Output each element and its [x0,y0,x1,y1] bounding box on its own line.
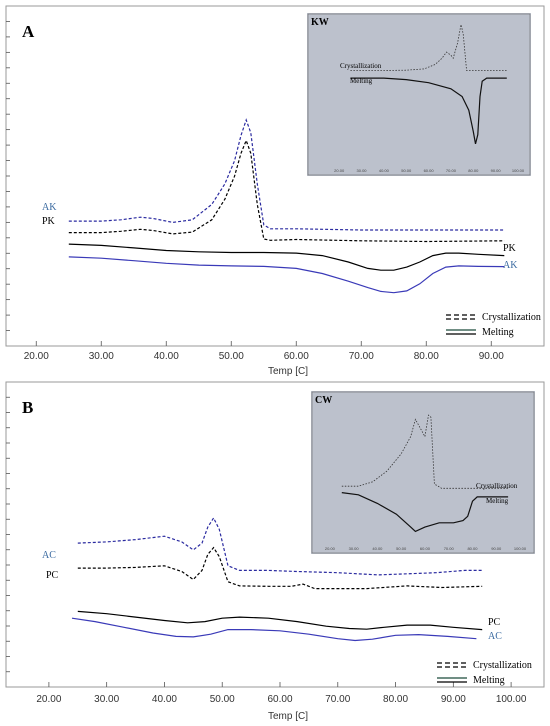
inset-tick-label: 20.00 [325,546,336,551]
series-label: PK [503,243,517,254]
series-line-pk-melting [68,243,505,271]
inset-background [309,389,537,556]
x-tick-label: 60.00 [267,694,292,705]
x-tick-label: 60.00 [284,351,309,362]
x-tick-label: 20.00 [36,694,61,705]
inset-tick-label: 80.00 [467,546,478,551]
x-tick-label: 50.00 [219,351,244,362]
legend-label: Melting [473,675,505,686]
panel-A: 20.00 30.00 40.00 50.00 60.00 70.00 80.00 90.00… [5,5,545,377]
legend-label: Crystallization [482,312,541,323]
panel-letter: A [22,22,35,41]
inset-line-melting [341,492,509,533]
inset-cw: CW Crystallization Melting 20.00 30.00 40.00 5… [309,389,537,556]
panel-B: 20.00 30.00 40.00 50.00 60.00 70.00 80.00 90.00… [5,381,545,722]
series-line-pc-melting [77,610,483,631]
x-axis-title: Temp [C] [268,366,308,377]
x-tick-label: 40.00 [152,694,177,705]
inset-tick-label: 40.00 [372,546,383,551]
series-line-pk-crystallization [68,138,505,243]
inset-line-crystallization [350,24,507,71]
inset-tick-label: 90.00 [491,546,502,551]
series-label: AK [42,202,57,213]
x-tick-label: 100.00 [496,694,527,705]
x-tick-label: 90.00 [441,694,466,705]
inset-line-crystallization [341,414,509,489]
x-tick-label: 50.00 [210,694,235,705]
legend-label: Crystallization [473,660,532,671]
series-label: PK [42,216,56,227]
series-label: AK [503,260,518,271]
inset-line-melting [350,77,507,145]
inset-tick-label: 60.00 [424,168,435,173]
inset-label: Crystallization [340,62,382,70]
x-tick-label: 20.00 [24,351,49,362]
series-line-pc-crystallization [77,546,483,590]
inset-kw: KW Crystallization Melting 20.00 30.00 40.00 5… [305,11,533,178]
series-label: AC [488,631,502,642]
series-line-ak-melting [68,256,505,294]
inset-tick-label: 50.00 [401,168,412,173]
x-tick-label: 30.00 [94,694,119,705]
x-tick-label: 40.00 [154,351,179,362]
series-label: AC [42,550,56,561]
series-line-ak-crystallization [68,118,505,231]
series-line-ac-melting [71,617,477,642]
legend-label: Melting [482,327,514,338]
inset-tick-label: 70.00 [444,546,455,551]
series-label: PC [46,570,59,581]
inset-frame [311,391,535,554]
inset-tick-label: 30.00 [349,546,360,551]
x-tick-label: 70.00 [325,694,350,705]
inset-tick-label: 60.00 [420,546,431,551]
x-tick-label: 30.00 [89,351,114,362]
inset-tick-label: 50.00 [396,546,407,551]
inset-frame [307,13,531,176]
inset-background [305,11,533,178]
inset-label: Melting [486,497,509,505]
inset-tick-label: 30.00 [357,168,368,173]
inset-tick-label: 90.00 [491,168,502,173]
inset-tick-label: 70.00 [446,168,457,173]
x-tick-label: 80.00 [383,694,408,705]
x-tick-label: 80.00 [414,351,439,362]
inset-title: KW [311,17,329,28]
inset-label: Melting [350,77,373,85]
x-tick-label: 90.00 [479,351,504,362]
inset-tick-label: 40.00 [379,168,390,173]
x-tick-label: 70.00 [349,351,374,362]
inset-tick-label: 20.00 [334,168,345,173]
inset-tick-label: 100.00 [512,168,525,173]
x-axis-title: Temp [C] [268,711,308,722]
inset-label: Crystallization [476,482,518,490]
inset-tick-label: 100.00 [514,546,527,551]
inset-title: CW [315,395,332,406]
series-label: PC [488,617,501,628]
panel-letter: B [22,398,33,417]
inset-tick-label: 80.00 [468,168,479,173]
